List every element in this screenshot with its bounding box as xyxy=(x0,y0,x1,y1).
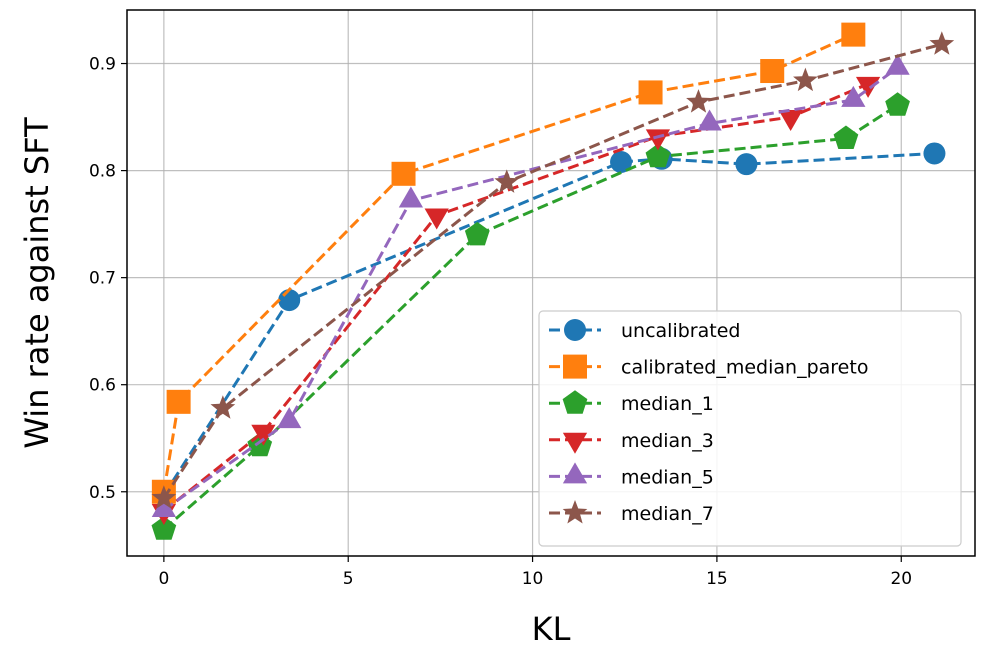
x-tick-label: 20 xyxy=(890,569,912,589)
plot-frame xyxy=(126,9,976,557)
data-point-median_5 xyxy=(697,109,722,131)
data-point-calibrated_median_pareto xyxy=(760,59,785,84)
data-point-uncalibrated xyxy=(610,151,633,174)
data-point-median_7 xyxy=(686,89,711,113)
x-axis-title: KL xyxy=(532,610,571,648)
data-point-median_5 xyxy=(277,407,302,429)
series-line-calibrated_median_pareto xyxy=(162,33,854,493)
series-line-uncalibrated xyxy=(162,151,935,496)
data-point-median_5 xyxy=(885,53,910,75)
legend-label-median_3: median_3 xyxy=(621,430,714,452)
data-point-median_7 xyxy=(210,395,236,419)
series-median_7 xyxy=(151,31,955,509)
data-point-median_1 xyxy=(151,516,177,540)
data-point-median_1 xyxy=(885,92,910,116)
data-point-median_7 xyxy=(929,31,955,55)
legend-label-uncalibrated: uncalibrated xyxy=(621,320,740,342)
legend-marker-median_3 xyxy=(562,432,588,454)
data-point-uncalibrated xyxy=(923,142,946,165)
x-tick-label: 5 xyxy=(343,569,354,589)
data-point-uncalibrated xyxy=(278,289,301,312)
series-line-median_5 xyxy=(163,66,899,512)
series-layer xyxy=(151,22,955,540)
data-point-calibrated_median_pareto xyxy=(391,161,416,186)
ticks: 0 5 10 15 20 0.5 0.6 0.7 0.8 0.9 xyxy=(89,55,912,589)
data-point-calibrated_median_pareto xyxy=(166,389,191,414)
legend-marker-median_7 xyxy=(562,500,588,524)
y-tick-label: 0.9 xyxy=(89,55,116,75)
legend-label-calibrated_median_pareto: calibrated_median_pareto xyxy=(621,357,868,379)
data-point-median_5 xyxy=(151,495,176,517)
data-point-calibrated_median_pareto xyxy=(841,22,866,47)
legend-label-median_7: median_7 xyxy=(621,503,714,525)
data-point-median_3 xyxy=(645,129,671,151)
data-point-median_7 xyxy=(793,67,818,92)
series-median_5 xyxy=(151,53,910,517)
y-tick-label: 0.6 xyxy=(89,376,116,396)
legend-marker-median_1 xyxy=(562,390,588,414)
legend-label-median_1: median_1 xyxy=(621,393,714,415)
data-point-median_5 xyxy=(841,85,866,107)
data-point-median_7 xyxy=(494,169,520,193)
legend-label-median_5: median_5 xyxy=(621,466,714,488)
data-point-median_7 xyxy=(151,485,177,509)
legend: uncalibrated calibrated_median_paretomedi… xyxy=(538,310,962,547)
data-point-calibrated_median_pareto xyxy=(638,80,663,105)
legend-marker-uncalibrated xyxy=(564,319,586,341)
data-point-median_1 xyxy=(833,125,859,149)
data-point-median_1 xyxy=(464,221,490,246)
y-tick-label: 0.5 xyxy=(89,483,116,503)
series-line-median_7 xyxy=(162,42,943,500)
x-tick-label: 0 xyxy=(158,569,169,589)
y-tick-label: 0.8 xyxy=(89,162,116,182)
data-point-median_3 xyxy=(251,424,276,446)
data-point-uncalibrated xyxy=(735,153,758,176)
legend-marker-median_5 xyxy=(562,462,588,484)
data-point-median_3 xyxy=(855,76,881,98)
series-median_1 xyxy=(151,92,910,540)
series-line-median_3 xyxy=(162,82,869,513)
y-tick-label: 0.7 xyxy=(89,269,116,289)
legend-box xyxy=(538,310,962,547)
data-point-median_3 xyxy=(778,110,803,132)
x-tick-label: 15 xyxy=(706,569,728,589)
data-point-median_5 xyxy=(398,186,424,208)
data-point-median_1 xyxy=(645,143,671,168)
data-point-median_3 xyxy=(424,208,449,230)
y-axis-title: Win rate against SFT xyxy=(18,117,56,449)
legend-marker-calibrated_median_pareto xyxy=(563,354,587,379)
x-tick-label: 10 xyxy=(522,569,544,589)
